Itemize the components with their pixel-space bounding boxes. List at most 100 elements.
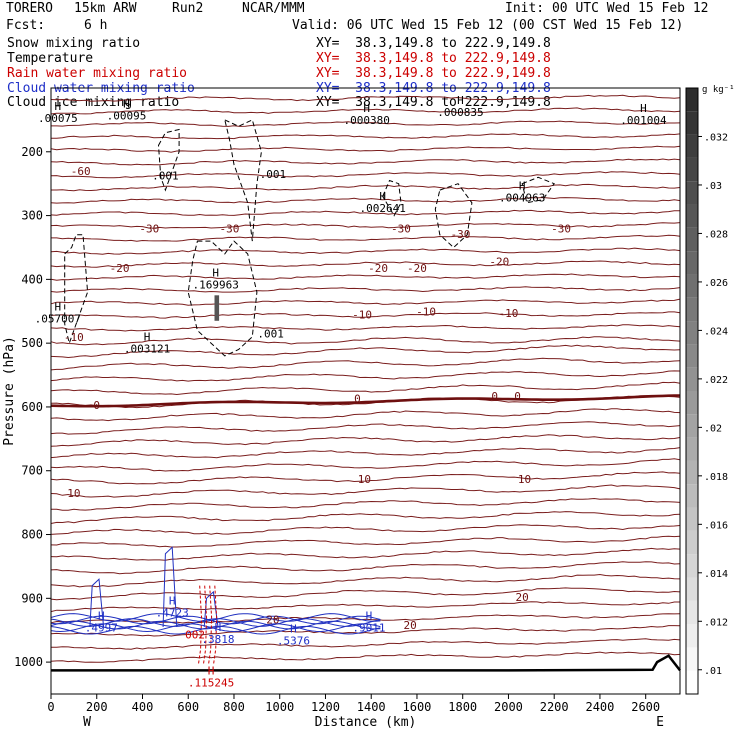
colorbar-segment (686, 554, 698, 578)
temperature-isotherm (50, 421, 681, 435)
colorbar-segment (686, 321, 698, 345)
maximum-value: .115245 (188, 677, 234, 690)
temperature-isotherm (50, 573, 681, 588)
contour-labels: -60 -30 -30 -30 -30 -30 -20 -20 -20 -20 -10 -10 -10 -… (35, 94, 667, 689)
surface-line (51, 654, 681, 672)
temperature-label: 0 (354, 393, 361, 406)
maximum-value: 002 (185, 629, 205, 642)
rain-contour (202, 585, 208, 666)
colorbar-tick-label: .018 (704, 472, 728, 483)
maximum-marker: H (379, 190, 386, 203)
snow-contour (382, 179, 402, 217)
maximum-value: .4997 (85, 622, 118, 635)
maximum-value: .000380 (343, 114, 389, 127)
maximum-marker: H (212, 266, 219, 279)
colorbar-segment (686, 670, 698, 694)
temperature-label: -10 (64, 331, 84, 344)
rain-contour (207, 585, 213, 666)
maximum-value: .00095 (107, 109, 147, 122)
maximum-marker: H (98, 610, 105, 623)
maximum-value: .002641 (359, 202, 405, 215)
temperature-label: -20 (407, 262, 427, 275)
x-tick-label: 400 (132, 700, 154, 714)
x-tick-label: 1400 (357, 700, 386, 714)
cloud-water-contour (50, 623, 381, 633)
maximum-value: .9011 (352, 622, 385, 635)
cloud-water-contour (50, 620, 381, 630)
temperature-isotherm (50, 381, 681, 396)
temperature-label: -30 (450, 228, 470, 241)
colorbar-tick-label: .022 (704, 375, 728, 386)
maximum-marker: H (290, 622, 297, 635)
maximum-marker: H (457, 94, 464, 107)
temperature-label: -30 (139, 222, 159, 235)
temperature-isotherm (50, 497, 681, 511)
temperature-isotherm (50, 298, 681, 306)
x-tick-label: 1000 (265, 700, 294, 714)
colorbar-tick-label: .014 (704, 569, 728, 580)
y-tick-label: 600 (21, 400, 43, 414)
temperature-isotherm (50, 447, 681, 459)
rain-contour (212, 585, 218, 666)
field-label-rain: Rain water mixing ratio (7, 66, 188, 81)
snow-core-shading (214, 295, 220, 321)
colorbar-segment (686, 414, 698, 438)
colorbar-tick-label: .028 (704, 229, 728, 240)
temperature-isotherm (50, 408, 681, 422)
temperature-isotherm (50, 247, 681, 255)
temperature-label: -10 (416, 305, 436, 318)
y-tick-label: 500 (21, 336, 43, 350)
colorbar-segment (686, 111, 698, 135)
y-tick-label: 700 (21, 464, 43, 478)
fcst-value: 6 h (84, 18, 108, 33)
maximum-marker: H (208, 665, 215, 678)
snow-contour (521, 176, 555, 204)
terrain-line (51, 654, 681, 672)
colorbar-segment (686, 647, 698, 671)
temperature-label: -20 (489, 256, 509, 269)
rain-contours (197, 585, 218, 666)
colorbar-border (685, 87, 699, 695)
temperature-isotherm (50, 434, 681, 447)
cloud-water-contour (50, 613, 381, 622)
y-tick-label: 900 (21, 591, 43, 605)
temperature-label: -60 (71, 165, 91, 178)
temperature-isotherm (50, 587, 681, 601)
temperature-label: 0 (514, 390, 521, 403)
x-tick-label: 1800 (448, 700, 477, 714)
temperature-isotherm (50, 625, 681, 637)
cloud-water-tower (162, 546, 178, 628)
fcst-label: Fcst: (6, 18, 46, 33)
colorbar-segment (686, 460, 698, 485)
colorbar-segment (686, 600, 698, 625)
maximum-value: .5376 (277, 634, 310, 647)
temperature-isotherm (50, 471, 681, 485)
plot-border (50, 87, 681, 695)
temperature-isotherm (50, 535, 681, 548)
colorbar-segment (686, 251, 698, 275)
temperature-isotherm (50, 324, 681, 332)
maximum-value: .000835 (437, 106, 483, 119)
x-axis-label: Distance (km) (315, 715, 417, 730)
temperature-isotherm (50, 524, 681, 535)
maximum-marker: H (55, 300, 62, 313)
model-name: TORERO (6, 1, 53, 16)
x-end-right: E (656, 715, 664, 730)
temperature-isotherm (50, 273, 681, 281)
colorbar-segment (686, 227, 698, 252)
resolution-label: 15km ARW (74, 1, 137, 16)
cloud-water-tower (89, 578, 105, 628)
valid-time: Valid: 06 UTC Wed 15 Feb 12 (00 CST Wed … (292, 18, 684, 33)
maximum-value: .057007 (35, 312, 81, 325)
maximum-value: .169963 (193, 278, 239, 291)
temperature-label: -10 (499, 307, 519, 320)
colorbar-segment (686, 297, 698, 322)
colorbar-segment (686, 344, 698, 368)
temperature-label: -20 (110, 262, 130, 275)
y-tick-label: 800 (21, 528, 43, 542)
temperature-isotherm (50, 458, 681, 472)
temperature-label: -10 (352, 308, 372, 321)
y-tick-label: 200 (21, 145, 43, 159)
temperature-label: 10 (518, 473, 531, 486)
